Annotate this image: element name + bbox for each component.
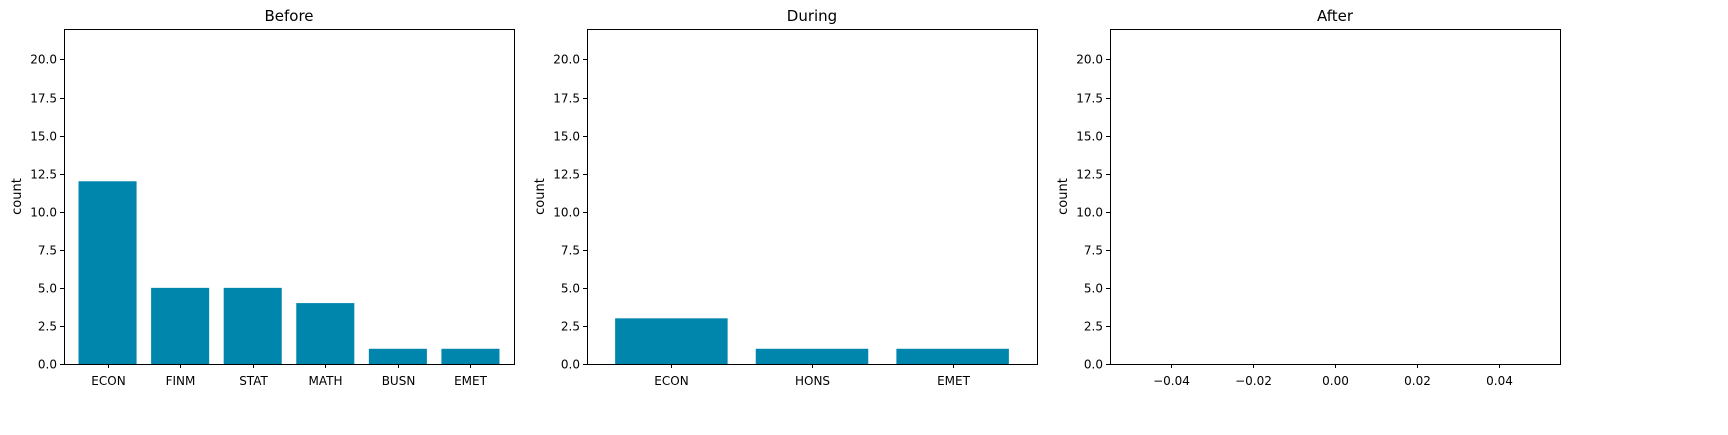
x-tick-label: −0.02 xyxy=(1235,374,1272,388)
x-tick-label: STAT xyxy=(239,374,268,388)
plot-frame xyxy=(64,29,515,365)
y-tick-label: 17.5 xyxy=(553,92,580,106)
y-tick-label: 12.5 xyxy=(30,168,57,182)
x-tick-label: BUSN xyxy=(382,374,416,388)
x-tick-label: HONS xyxy=(795,374,830,388)
y-tick-label: 7.5 xyxy=(1084,244,1103,258)
x-tick-label: 0.04 xyxy=(1486,374,1513,388)
y-tick-label: 20.0 xyxy=(553,53,580,67)
subplot-before: 0.0 2.5 5.0 7.5 10.0 12.5 15.0 17.5 20.0 ECON FINM… xyxy=(10,7,515,388)
y-tick-label: 12.5 xyxy=(553,168,580,182)
bar-econ xyxy=(78,181,137,364)
x-tick-label: 0.02 xyxy=(1404,374,1431,388)
y-axis-label: count xyxy=(1056,178,1071,215)
x-tick-label: 0.00 xyxy=(1322,374,1349,388)
bar-stat xyxy=(223,287,282,364)
y-tick-label: 15.0 xyxy=(1076,130,1103,144)
y-tick-label: 2.5 xyxy=(561,320,580,334)
bar-finm xyxy=(151,287,210,364)
y-tick-label: 7.5 xyxy=(561,244,580,258)
x-tick-label: EMET xyxy=(454,374,488,388)
y-tick-label: 17.5 xyxy=(1076,92,1103,106)
y-axis-label: count xyxy=(533,178,548,215)
bar-math xyxy=(296,303,355,364)
y-tick-label: 5.0 xyxy=(561,282,580,296)
chart-title: After xyxy=(1317,7,1354,25)
x-tick-label: −0.04 xyxy=(1153,374,1190,388)
bar-emet xyxy=(896,348,1009,364)
y-tick-label: 15.0 xyxy=(30,130,57,144)
subplot-during: 0.0 2.5 5.0 7.5 10.0 12.5 15.0 17.5 20.0 ECON HONS… xyxy=(533,7,1038,388)
y-tick-label: 12.5 xyxy=(1076,168,1103,182)
y-tick-label: 5.0 xyxy=(1084,282,1103,296)
y-tick-label: 17.5 xyxy=(30,92,57,106)
chart-title: Before xyxy=(264,7,313,25)
chart-title: During xyxy=(787,7,837,25)
y-tick-label: 2.5 xyxy=(38,320,57,334)
x-tick-label: EMET xyxy=(937,374,971,388)
y-tick-label: 0.0 xyxy=(561,358,580,372)
bar-busn xyxy=(368,348,427,364)
y-tick-label: 0.0 xyxy=(38,358,57,372)
y-tick-label: 10.0 xyxy=(30,206,57,220)
y-tick-label: 20.0 xyxy=(30,53,57,67)
x-tick-label: ECON xyxy=(654,374,688,388)
y-tick-label: 2.5 xyxy=(1084,320,1103,334)
bar-econ xyxy=(615,318,728,364)
bar-emet xyxy=(441,348,500,364)
y-tick-label: 5.0 xyxy=(38,282,57,296)
x-tick-label: FINM xyxy=(166,374,196,388)
y-tick-label: 15.0 xyxy=(553,130,580,144)
y-tick-label: 7.5 xyxy=(38,244,57,258)
y-axis-label: count xyxy=(10,178,25,215)
y-tick-label: 10.0 xyxy=(553,206,580,220)
y-tick-label: 20.0 xyxy=(1076,53,1103,67)
y-tick-label: 10.0 xyxy=(1076,206,1103,220)
plot-frame xyxy=(1110,29,1561,365)
plot-frame xyxy=(587,29,1038,365)
bar-hons xyxy=(755,348,869,364)
x-tick-label: MATH xyxy=(309,374,343,388)
x-tick-label: ECON xyxy=(91,374,125,388)
y-tick-label: 0.0 xyxy=(1084,358,1103,372)
subplot-after: 0.0 2.5 5.0 7.5 10.0 12.5 15.0 17.5 20.0 −0.04 −0.… xyxy=(1056,7,1561,388)
